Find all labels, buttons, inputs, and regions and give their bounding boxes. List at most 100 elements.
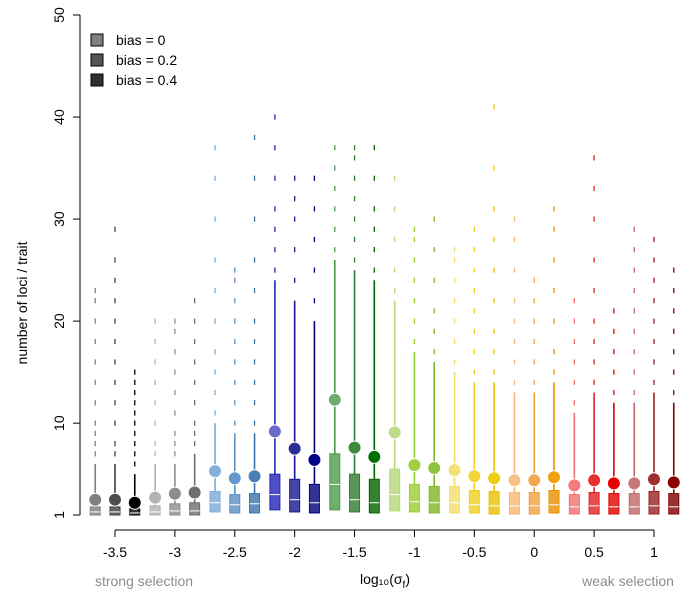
box-group--2-bias-0.2 <box>287 175 302 513</box>
box <box>129 508 141 516</box>
box-group--0.5-bias-0.2 <box>467 226 482 514</box>
x-axis: -3.5 -3 -2.5 -2 -1.5 -1 -0.5 0 0.5 1 <box>103 529 658 560</box>
y-tick-label-10: 10 <box>51 415 67 431</box>
box <box>389 468 401 512</box>
mean-point <box>227 471 242 486</box>
y-tick-label-50: 50 <box>51 7 67 23</box>
box-group--1.5-bias-0.2 <box>347 145 362 513</box>
mean-point <box>527 473 542 488</box>
x-tick-label-1: 1 <box>650 544 658 560</box>
x-tick-label--0.5: -0.5 <box>462 544 486 560</box>
x-tick-label--3.5: -3.5 <box>103 544 127 560</box>
x-tick-label--3: -3 <box>169 544 182 560</box>
box-group--3-bias-0.4 <box>187 298 202 516</box>
box-group--2-bias-0.4 <box>307 175 322 514</box>
box <box>269 473 281 511</box>
mean-point <box>247 469 262 484</box>
box <box>289 478 301 513</box>
box <box>628 493 640 515</box>
box-group--2-bias-0 <box>267 114 282 511</box>
box-group--0.5-bias-0 <box>447 247 462 514</box>
mean-point <box>487 471 502 486</box>
legend-swatch-bias-0 <box>90 33 104 47</box>
box <box>189 502 201 516</box>
mean-point <box>627 476 642 491</box>
box-group-1-bias-0.2 <box>647 236 661 515</box>
mean-point <box>567 478 582 493</box>
mean-point <box>427 461 442 476</box>
box <box>488 491 500 515</box>
box <box>169 503 181 516</box>
box <box>368 478 380 514</box>
box <box>648 491 660 515</box>
box-group--3.5-bias-0.4 <box>127 369 142 516</box>
box <box>548 490 560 514</box>
x-axis-label-subscript: f <box>403 580 406 591</box>
mean-point <box>327 392 342 407</box>
box <box>149 505 161 516</box>
legend-swatch-bias-0.4 <box>90 73 104 87</box>
box-group--2.5-bias-0.2 <box>227 267 242 514</box>
x-axis-label-main: log₁₀(σ <box>360 571 403 587</box>
box-group--3.5-bias-0.2 <box>108 226 122 516</box>
y-tick-label-1: 1 <box>51 511 67 519</box>
mean-point <box>208 464 223 479</box>
mean-point <box>267 424 282 439</box>
y-tick-label-20: 20 <box>51 313 67 329</box>
x-tick-label--1.5: -1.5 <box>342 544 366 560</box>
mean-point <box>187 485 202 500</box>
box <box>428 485 440 514</box>
box-group-0.5-bias-0.2 <box>587 155 602 515</box>
mean-point <box>347 440 362 455</box>
mean-point <box>167 486 182 501</box>
box-group--3-bias-0.2 <box>167 318 182 516</box>
box <box>408 483 420 513</box>
mean-point <box>587 473 602 488</box>
box-group-0.5-bias-0 <box>567 298 582 515</box>
box <box>308 483 320 514</box>
mean-point <box>148 490 163 505</box>
strong-selection-note: strong selection <box>95 573 193 589</box>
box <box>249 493 261 514</box>
legend-label-bias-0.2: bias = 0.2 <box>116 52 177 68</box>
mean-point <box>647 472 661 487</box>
mean-point <box>387 425 402 440</box>
mean-point <box>467 469 482 484</box>
box-group--3-bias-0 <box>148 318 163 516</box>
box-group--3.5-bias-0 <box>88 287 103 516</box>
box-group--1-bias-0 <box>387 175 402 512</box>
box <box>229 494 241 514</box>
mean-point <box>666 475 681 490</box>
y-tick-label-30: 30 <box>51 211 67 227</box>
mean-point <box>307 452 322 467</box>
weak-selection-note: weak selection <box>581 573 674 589</box>
box <box>89 506 101 516</box>
box <box>588 492 600 515</box>
box-group--1.5-bias-0 <box>327 145 342 511</box>
box-group--2.5-bias-0.4 <box>247 134 262 514</box>
box <box>209 491 221 513</box>
box <box>568 494 580 515</box>
box-group-0-bias-0.2 <box>527 277 542 515</box>
box-group--1.5-bias-0.4 <box>367 145 382 514</box>
mean-point <box>367 449 382 464</box>
x-axis-label: log₁₀(σf) <box>360 571 410 591</box>
plot-area <box>88 104 681 516</box>
legend-label-bias-0: bias = 0 <box>116 32 166 48</box>
mean-point <box>546 470 561 485</box>
mean-point <box>407 458 422 472</box>
x-tick-label-0: 0 <box>530 544 538 560</box>
box <box>449 485 461 514</box>
mean-point <box>287 441 302 456</box>
box-group-1-bias-0 <box>627 226 642 515</box>
box <box>349 473 361 513</box>
x-tick-label--1: -1 <box>408 544 421 560</box>
box <box>528 492 540 515</box>
x-tick-label-0.5: 0.5 <box>584 544 604 560</box>
box-group--1-bias-0.2 <box>407 226 422 513</box>
y-axis-label: number of loci / trait <box>14 241 30 364</box>
box <box>508 492 520 515</box>
y-tick-label-40: 40 <box>51 109 67 125</box>
box <box>608 493 620 515</box>
